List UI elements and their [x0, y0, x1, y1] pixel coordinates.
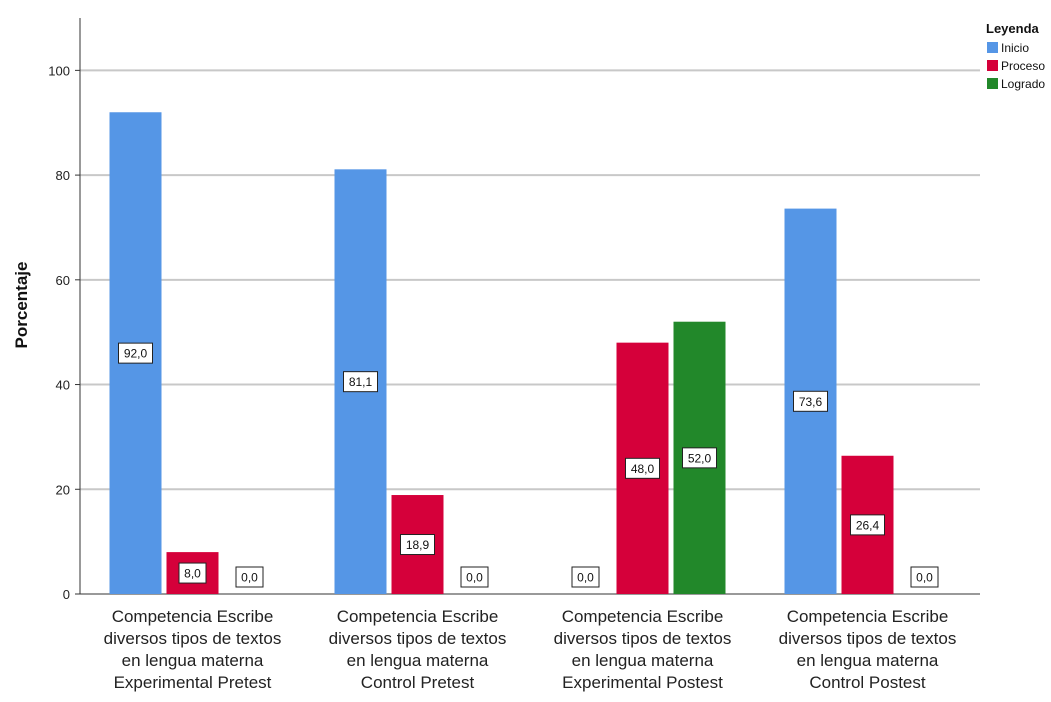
category-label-line: diversos tipos de textos [779, 629, 957, 648]
category-labels: Competencia Escribe diversos tipos de tex… [104, 607, 957, 692]
category-label-line: Competencia Escribe [112, 607, 274, 626]
data-labels: 92,0 8,0 0,0 81,1 18,9 0,0 0,0 48,0 52,0 73,6 26,4… [118, 342, 939, 588]
data-label-logrado: 52,0 [682, 447, 717, 469]
data-label-box [910, 566, 939, 588]
data-label-inicio: 92,0 [118, 342, 153, 364]
data-label-box [460, 566, 489, 588]
axes: 0 20 40 60 80 100 [48, 18, 980, 602]
category-label-line: diversos tipos de textos [554, 629, 732, 648]
category-label-line: diversos tipos de textos [329, 629, 507, 648]
data-label-logrado: 0,0 [235, 566, 264, 588]
category-label-line: Competencia Escribe [787, 607, 949, 626]
category-label-line: Experimental Postest [562, 673, 723, 692]
legend-swatch [987, 60, 998, 71]
data-label-text: 52,0 [688, 451, 712, 465]
y-axis-label: Porcentaje [12, 262, 31, 349]
data-label-box [235, 566, 264, 588]
category-label-line: en lengua materna [572, 651, 714, 670]
legend-item-inicio: Inicio [987, 41, 1029, 55]
category-label-line: Control Postest [809, 673, 925, 692]
y-tick-label: 60 [56, 273, 70, 288]
data-label-text: 92,0 [124, 347, 148, 361]
data-label-text: 26,4 [856, 518, 880, 532]
bars [109, 112, 894, 594]
legend-title: Leyenda [986, 21, 1040, 36]
data-label-box [682, 447, 717, 469]
data-label-text: 81,1 [349, 375, 373, 389]
data-label-proceso: 18,9 [400, 534, 435, 556]
y-tick-label: 80 [56, 168, 70, 183]
data-label-proceso: 26,4 [850, 514, 885, 536]
legend-swatch [987, 78, 998, 89]
category-label-line: en lengua materna [122, 651, 264, 670]
data-label-text: 73,6 [799, 395, 823, 409]
legend-item-logrado: Logrado [987, 77, 1045, 91]
data-label-text: 18,9 [406, 538, 430, 552]
y-tick-label: 40 [56, 378, 70, 393]
data-label-inicio: 0,0 [571, 566, 600, 588]
legend: Leyenda Inicio Proceso Logrado [986, 21, 1045, 91]
legend-label: Proceso [1001, 59, 1045, 73]
legend-swatch [987, 42, 998, 53]
category-label-line: Control Pretest [361, 673, 475, 692]
data-label-text: 0,0 [466, 571, 483, 585]
category-label-line: Competencia Escribe [562, 607, 724, 626]
category-label-line: Competencia Escribe [337, 607, 499, 626]
data-label-inicio: 81,1 [343, 371, 378, 393]
data-label-text: 0,0 [577, 571, 594, 585]
data-label-box [625, 457, 660, 479]
data-label-text: 0,0 [241, 571, 258, 585]
data-label-box [571, 566, 600, 588]
data-label-proceso: 48,0 [625, 457, 660, 479]
data-label-box [850, 514, 885, 536]
data-label-logrado: 0,0 [910, 566, 939, 588]
y-tick-label: 100 [48, 63, 70, 78]
data-label-text: 8,0 [184, 567, 201, 581]
y-tick-label: 0 [63, 587, 70, 602]
legend-label: Logrado [1001, 77, 1045, 91]
data-label-text: 48,0 [631, 462, 655, 476]
data-label-box [118, 342, 153, 364]
data-label-box [793, 390, 828, 412]
data-label-box [343, 371, 378, 393]
data-label-box [178, 562, 207, 584]
legend-label: Inicio [1001, 41, 1029, 55]
data-label-proceso: 8,0 [178, 562, 207, 584]
data-label-text: 0,0 [916, 571, 933, 585]
y-tick-label: 20 [56, 482, 70, 497]
data-label-box [400, 534, 435, 556]
category-label-line: diversos tipos de textos [104, 629, 282, 648]
data-label-logrado: 0,0 [460, 566, 489, 588]
data-label-inicio: 73,6 [793, 390, 828, 412]
gridlines [80, 69, 980, 491]
category-label-line: en lengua materna [797, 651, 939, 670]
category-label-line: en lengua materna [347, 651, 489, 670]
legend-item-proceso: Proceso [987, 59, 1045, 73]
category-label-line: Experimental Pretest [114, 673, 272, 692]
